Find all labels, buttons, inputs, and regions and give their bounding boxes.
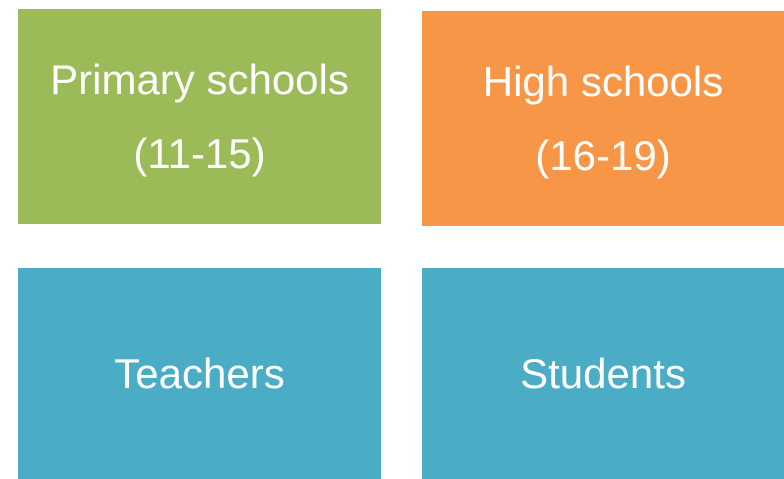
box-title: Primary schools [50,56,349,103]
box-title: High schools [482,58,724,105]
box-subtitle: (11-15) [133,129,266,177]
primary-schools-box: Primary schools (11-15) [18,9,381,224]
teachers-box: Teachers [18,268,381,479]
box-title: Students [520,349,686,397]
students-box: Students [422,268,784,479]
box-subtitle: (16-19) [535,131,671,179]
box-title: Teachers [114,349,285,397]
high-schools-box: High schools (16-19) [422,11,784,226]
